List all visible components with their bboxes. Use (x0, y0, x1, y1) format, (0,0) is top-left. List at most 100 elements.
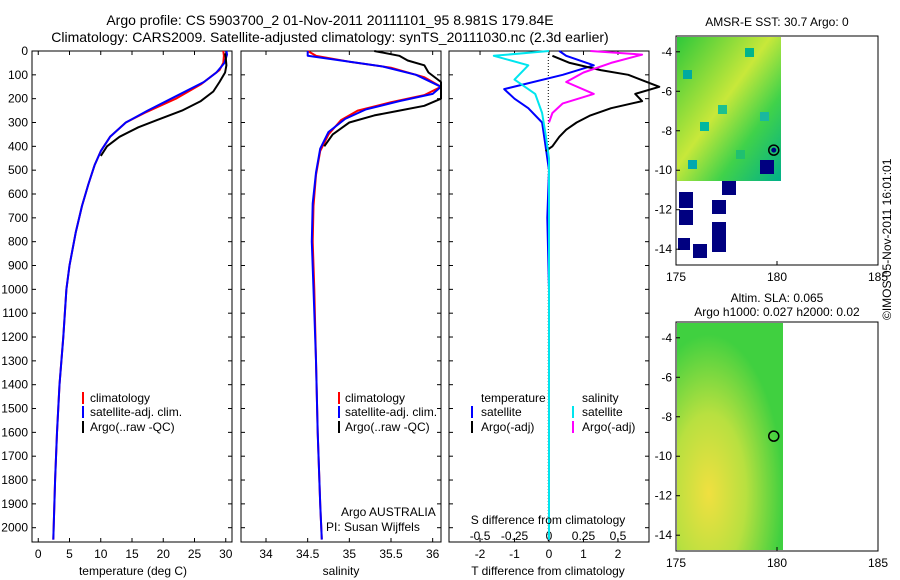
sst-masked-cell (679, 210, 693, 225)
sst-cell (683, 70, 692, 79)
salinity-legend: climatology satellite-adj. clim. Argo(..… (338, 391, 437, 434)
legend-salinity-header: salinity (582, 391, 619, 405)
figure-title-line1: Argo profile: CS 5903700_2 01-Nov-2011 2… (106, 12, 553, 28)
salinity-xlabel: salinity (323, 564, 360, 578)
argo-position-marker (768, 144, 780, 156)
legend-t-satellite-label: satellite (481, 405, 522, 419)
x-tick-label-salinity: -0.25 (501, 529, 529, 543)
sst-map-title: AMSR-E SST: 30.7 Argo: 0 (705, 15, 849, 29)
y-tick-label: 300 (8, 116, 28, 130)
legend-satellite-label: satellite-adj. clim. (345, 405, 437, 419)
y-tick-label: 800 (8, 235, 28, 249)
x-tick-label: -2 (475, 547, 486, 561)
y-tick-label: 900 (8, 259, 28, 273)
series-line-s-satellite (492, 50, 550, 540)
sst-cell (760, 112, 769, 121)
x-tick-label: 35 (343, 547, 357, 561)
x-tick-label: -1 (509, 547, 520, 561)
argo-position-marker (768, 430, 780, 442)
y-tick-label: -14 (655, 242, 673, 256)
series-line-satellite-adj-clim- (306, 51, 442, 540)
imos-credit: ©IMOS 05-Nov-2011 16:01:01 (880, 158, 894, 320)
temperature-xlabel: temperature (deg C) (79, 564, 187, 578)
y-tick-label: 0 (21, 44, 28, 58)
y-tick-label: 600 (8, 187, 28, 201)
legend-temperature-header: temperature (481, 391, 546, 405)
series-line-argo-raw-qc- (99, 53, 228, 157)
y-tick-label: -10 (655, 163, 673, 177)
y-tick-label: 1900 (1, 497, 28, 511)
sla-map-title-line2: Argo h1000: 0.027 h2000: 0.02 (694, 305, 860, 319)
y-tick-label: 100 (8, 68, 28, 82)
difference-legend: temperature satellite Argo(-adj) salinit… (471, 391, 635, 434)
x-tick-label-salinity: 0.25 (572, 529, 596, 543)
x-tick-label: 180 (767, 270, 787, 284)
x-tick-label: 180 (767, 556, 787, 570)
x-tick-label: 20 (157, 547, 171, 561)
sst-masked-cell (722, 181, 736, 195)
y-tick-label: -14 (655, 528, 673, 542)
x-tick-label: 185 (868, 556, 888, 570)
y-tick-label: -6 (661, 84, 672, 98)
series-line-argo-raw-qc- (323, 50, 442, 147)
sst-masked-cell (760, 160, 774, 174)
y-tick-label: -12 (655, 489, 673, 503)
y-tick-label: 1700 (1, 449, 28, 463)
salinity-axes-frame (240, 50, 442, 543)
y-tick-label: 400 (8, 139, 28, 153)
sla-map-panel: Altim. SLA: 0.065 Argo h1000: 0.027 h200… (655, 291, 889, 570)
y-tick-label: 1500 (1, 402, 28, 416)
s-difference-xlabel: S difference from climatology (471, 513, 626, 527)
x-tick-label: 175 (666, 270, 686, 284)
legend-t-argo-label: Argo(-adj) (481, 420, 534, 434)
difference-panel: -2 -1 0 1 2-0.5 -0.25 0 0.25 0.5 temperature sat… (448, 50, 661, 578)
argo-position-dot (771, 147, 777, 153)
x-tick-label: 1 (580, 547, 587, 561)
x-tick-label-salinity: -0.5 (470, 529, 491, 543)
sst-field (677, 37, 781, 181)
y-tick-label: -8 (661, 124, 672, 138)
x-tick-label-salinity: 0.5 (610, 529, 627, 543)
y-tick-label: 500 (8, 163, 28, 177)
series-line-satellite-adj-clim- (52, 50, 228, 540)
y-tick-label: 1100 (2, 306, 28, 320)
x-tick-label: 2 (615, 547, 622, 561)
x-tick-label: 25 (188, 547, 202, 561)
y-tick-label: 1400 (1, 378, 28, 392)
x-tick-label: 34 (259, 547, 273, 561)
sst-cell (745, 48, 754, 57)
sst-cell (736, 150, 745, 159)
temperature-axes-frame (31, 50, 233, 543)
figure-title-line2: Climatology: CARS2009. Satellite-adjuste… (51, 29, 608, 45)
series-line-s-argo-adj- (548, 50, 644, 123)
y-tick-label: 1200 (1, 330, 28, 344)
legend-s-argo-label: Argo(-adj) (582, 420, 635, 434)
x-tick-label: 185 (868, 270, 888, 284)
sst-masked-cell (712, 222, 726, 252)
y-tick-label: 700 (8, 211, 28, 225)
legend-climatology-label: climatology (345, 391, 405, 405)
y-tick-label: -6 (661, 370, 672, 384)
y-tick-label: 1000 (1, 282, 28, 296)
x-tick-label: 10 (94, 547, 108, 561)
sst-map-panel: AMSR-E SST: 30.7 Argo: 0 175 180 185 -4 -6 -8… (655, 15, 889, 284)
x-tick-label: 0 (35, 547, 42, 561)
t-difference-xlabel: T difference from climatology (471, 564, 625, 578)
y-tick-label: -4 (661, 45, 672, 59)
sst-cell (700, 122, 709, 131)
sst-masked-cell (678, 238, 690, 250)
y-tick-label: 2000 (1, 521, 28, 535)
legend-argo-label: Argo(..raw -QC) (90, 420, 175, 434)
x-tick-label: 34.5 (296, 547, 320, 561)
x-tick-label: 36 (426, 547, 440, 561)
pi-annotation: PI: Susan Wijffels (326, 520, 420, 534)
y-tick-label: -10 (655, 449, 673, 463)
sst-heatmap (677, 37, 781, 258)
y-tick-label: 1300 (1, 354, 28, 368)
sst-masked-cell (693, 244, 707, 258)
y-tick-label: -8 (661, 410, 672, 424)
sst-masked-cell (679, 192, 693, 208)
y-tick-label: 1600 (1, 425, 28, 439)
y-tick-label: 200 (8, 92, 28, 106)
